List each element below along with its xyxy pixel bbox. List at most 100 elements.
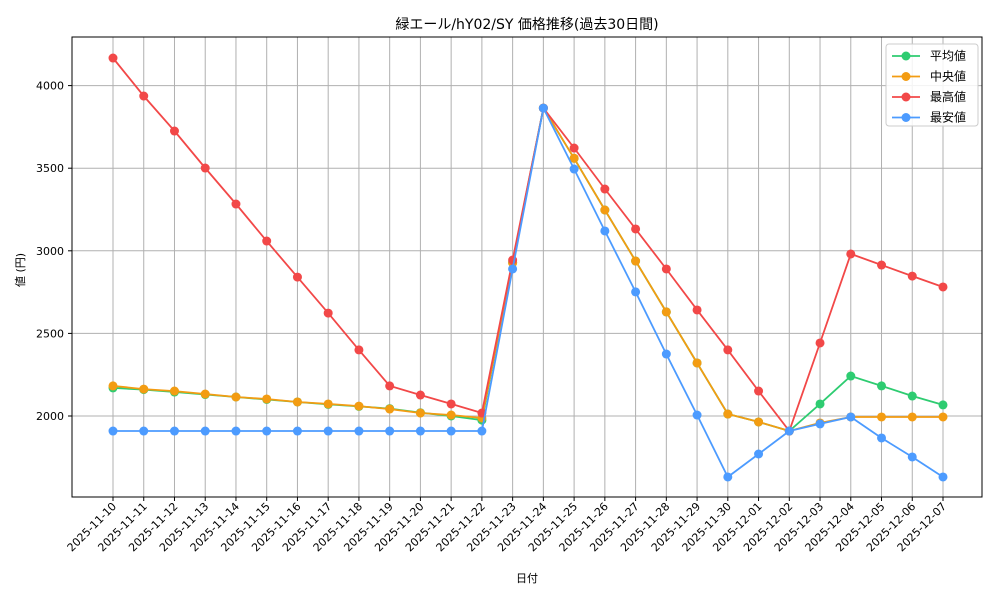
- data-point: [200, 426, 210, 436]
- data-point: [877, 433, 887, 443]
- data-point: [846, 371, 856, 381]
- data-point: [723, 345, 733, 355]
- data-point: [292, 272, 302, 282]
- legend-marker-icon: [901, 113, 911, 122]
- data-point: [907, 271, 917, 281]
- legend-label: 最高値: [930, 89, 966, 104]
- data-point: [108, 426, 118, 436]
- data-point: [569, 143, 579, 153]
- data-point: [569, 153, 579, 163]
- series-3: [108, 103, 948, 482]
- data-point: [938, 472, 948, 482]
- legend-box: [885, 43, 979, 127]
- data-point: [815, 399, 825, 409]
- data-point: [446, 399, 456, 409]
- data-point: [323, 308, 333, 318]
- x-axis-ticks: 2025-11-102025-11-112025-11-122025-11-13…: [65, 497, 949, 554]
- y-tick-label: 3000: [36, 245, 64, 258]
- legend-marker-icon: [901, 92, 911, 102]
- data-point: [600, 184, 610, 194]
- data-point: [354, 401, 364, 411]
- legend-label: 平均値: [930, 48, 966, 63]
- series-line: [113, 105, 944, 479]
- legend-marker-icon: [901, 51, 911, 61]
- data-point: [169, 426, 179, 436]
- data-point: [139, 91, 149, 101]
- plot-area-frame: [71, 36, 983, 498]
- data-point: [169, 126, 179, 136]
- data-point: [723, 409, 733, 419]
- data-point: [938, 412, 948, 422]
- data-point: [815, 419, 825, 429]
- data-point: [231, 426, 241, 436]
- data-point: [846, 249, 856, 259]
- data-point: [262, 426, 272, 436]
- data-point: [661, 307, 671, 317]
- series-2: [108, 53, 948, 436]
- series-line: [112, 105, 944, 433]
- series-1: [108, 103, 948, 436]
- data-point: [661, 349, 671, 359]
- data-point: [631, 256, 641, 266]
- data-point: [938, 282, 948, 292]
- legend-label: 中央値: [930, 69, 966, 84]
- legend-marker-icon: [901, 72, 911, 81]
- data-point: [200, 163, 210, 173]
- data-point: [754, 386, 764, 396]
- data-point: [262, 236, 272, 246]
- data-series: [108, 53, 948, 482]
- data-point: [415, 390, 425, 400]
- data-point: [846, 412, 856, 422]
- data-point: [385, 404, 395, 414]
- data-point: [877, 260, 887, 270]
- data-point: [292, 426, 302, 436]
- data-point: [108, 53, 118, 63]
- data-point: [600, 226, 610, 236]
- data-point: [385, 381, 395, 391]
- x-axis-label: 日付: [516, 572, 538, 585]
- data-point: [754, 417, 764, 427]
- data-point: [692, 358, 702, 368]
- data-point: [661, 264, 671, 274]
- data-point: [538, 103, 548, 113]
- data-point: [231, 199, 241, 209]
- data-point: [200, 389, 210, 399]
- data-point: [877, 412, 887, 422]
- y-tick-label: 2500: [36, 327, 64, 340]
- series-0: [108, 103, 948, 436]
- data-point: [784, 426, 794, 436]
- legend-label: 最安値: [930, 110, 966, 125]
- data-point: [323, 426, 333, 436]
- data-point: [723, 472, 733, 482]
- data-point: [354, 426, 364, 436]
- data-point: [907, 391, 917, 401]
- data-point: [692, 305, 702, 315]
- data-point: [262, 394, 272, 404]
- data-point: [938, 400, 948, 410]
- y-axis-ticks: 2000 2500 3000 3500 4000: [36, 80, 72, 423]
- series-line: [112, 57, 944, 433]
- data-point: [108, 381, 118, 391]
- data-point: [323, 399, 333, 409]
- y-tick-label: 4000: [36, 80, 64, 93]
- data-point: [569, 164, 579, 174]
- data-point: [631, 287, 641, 297]
- data-point: [139, 426, 149, 436]
- data-point: [231, 392, 241, 402]
- data-point: [292, 397, 302, 407]
- y-tick-label: 2000: [36, 410, 64, 423]
- data-point: [754, 449, 764, 459]
- data-point: [415, 408, 425, 418]
- series-line: [112, 105, 943, 432]
- data-point: [415, 426, 425, 436]
- y-tick-label: 3500: [36, 162, 64, 175]
- data-point: [692, 410, 702, 420]
- data-point: [139, 384, 149, 394]
- data-point: [815, 338, 825, 348]
- data-point: [600, 205, 610, 215]
- data-point: [385, 426, 395, 436]
- data-point: [169, 386, 179, 396]
- data-point: [907, 412, 917, 422]
